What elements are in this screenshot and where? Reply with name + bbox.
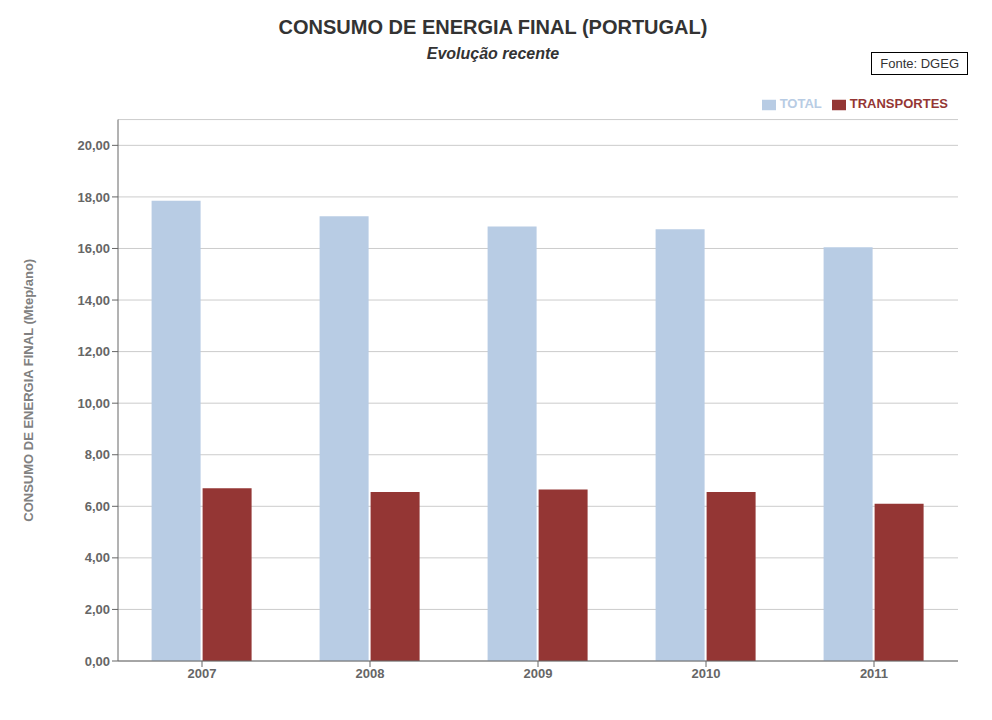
svg-text:2007: 2007: [188, 666, 217, 681]
svg-text:2009: 2009: [524, 666, 553, 681]
svg-text:16,00: 16,00: [77, 241, 110, 256]
html-text:Evolução recente: Evolução recente: [426, 45, 560, 62]
svg-text:10,00: 10,00: [77, 396, 110, 411]
svg-text:2,00: 2,00: [85, 602, 110, 617]
svg-text:6,00: 6,00: [85, 499, 110, 514]
svg-text:20,00: 20,00: [77, 138, 110, 153]
svg-text:2010: 2010: [692, 666, 721, 681]
svg-text:2011: 2011: [860, 666, 888, 681]
svg-text:2008: 2008: [356, 666, 385, 681]
svg-text:14,00: 14,00: [77, 293, 110, 308]
svg-text:12,00: 12,00: [77, 344, 110, 359]
html-text:TRANSPORTES: TRANSPORTES: [849, 96, 948, 111]
svg-text:CONSUMO DE ENERGIA FINAL (Mtep: CONSUMO DE ENERGIA FINAL (Mtep/ano): [21, 259, 36, 522]
svg-text:4,00: 4,00: [85, 550, 110, 565]
html-text:Fonte: DGEG: Fonte: DGEG: [880, 56, 959, 71]
svg-text:18,00: 18,00: [77, 190, 110, 205]
svg-text:8,00: 8,00: [85, 447, 110, 462]
html-text:TOTAL: TOTAL: [779, 96, 822, 111]
html-text:CONSUMO DE ENERGIA FINAL (PORT: CONSUMO DE ENERGIA FINAL (PORTUGAL): [278, 16, 708, 38]
svg-text:0,00: 0,00: [85, 654, 110, 669]
